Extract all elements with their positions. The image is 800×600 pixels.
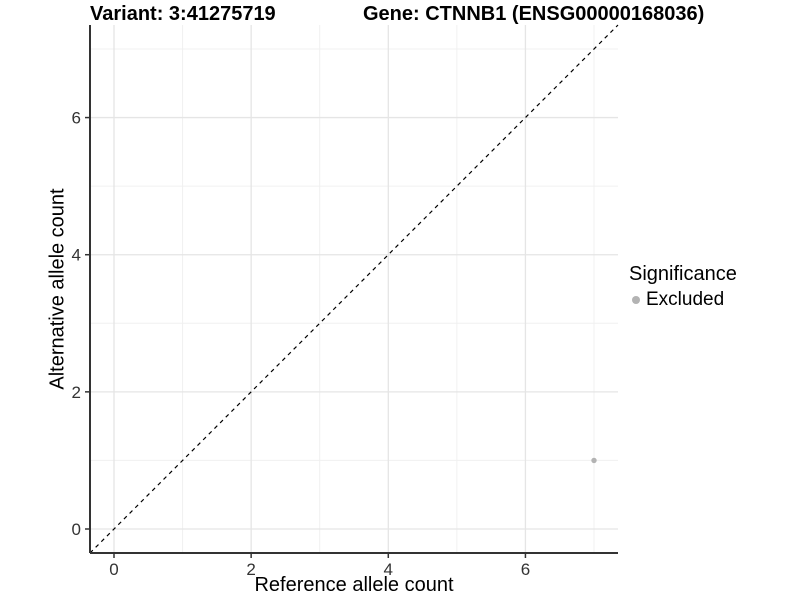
x-tick-label: 0: [109, 560, 118, 579]
legend-title: Significance: [629, 263, 737, 285]
legend: Significance Excluded: [629, 263, 737, 311]
y-tick-label: 4: [72, 246, 81, 265]
data-point: [591, 457, 597, 464]
x-tick-label: 4: [384, 560, 393, 579]
y-axis-title: Alternative allele count: [46, 188, 69, 390]
x-tick-label: 6: [521, 560, 530, 579]
legend-item-excluded: Excluded: [629, 289, 737, 311]
y-tick-label: 6: [72, 109, 81, 128]
x-axis-title: Reference allele count: [254, 574, 454, 596]
y-tick-label: 2: [72, 383, 81, 402]
identity-dashed-line: [89, 24, 619, 554]
variant-title: Variant: 3:41275719: [90, 3, 276, 25]
legend-item-label: Excluded: [646, 289, 725, 310]
x-tick-label: 2: [246, 560, 255, 579]
y-tick-label: 0: [72, 520, 81, 539]
gene-title: Gene: CTNNB1 (ENSG00000168036): [363, 3, 705, 25]
excluded-point-icon: [632, 296, 640, 304]
